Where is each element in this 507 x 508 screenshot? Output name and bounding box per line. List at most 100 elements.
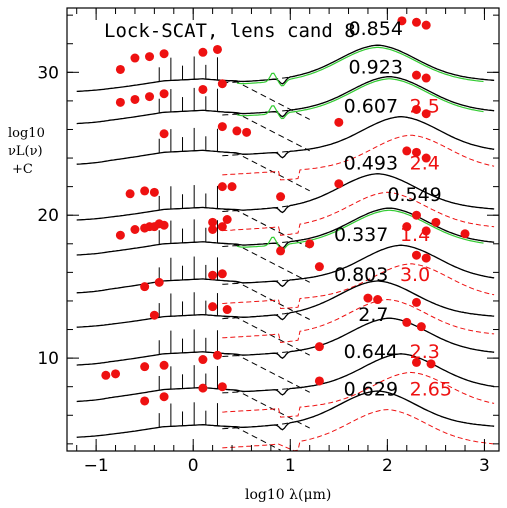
dust-component-line	[222, 173, 495, 212]
photometry-point	[421, 73, 431, 83]
photometry-point	[421, 253, 431, 263]
dust-component-line	[222, 390, 495, 430]
photometry-point	[421, 226, 431, 236]
total-model-line	[76, 115, 495, 165]
photometry-point	[198, 355, 208, 365]
photometry-point	[217, 382, 227, 392]
photometry-point	[208, 270, 218, 280]
chart-title: Lock-SCAT, lens cand 8	[104, 20, 356, 42]
photometry-point	[140, 282, 150, 292]
photometry-point	[115, 97, 125, 107]
redshift-label: 0.923	[349, 57, 403, 79]
alt-redshift-label: 3.0	[400, 264, 430, 286]
redshift-label: 0.607	[344, 95, 398, 117]
y-tick-label: 30	[37, 63, 59, 83]
y-axis-label-line3: +C	[12, 162, 33, 177]
redshift-label: 0.493	[344, 152, 398, 174]
photometry-point	[232, 126, 242, 136]
photometry-point	[217, 222, 227, 232]
photometry-point	[411, 147, 421, 157]
plot-frame	[66, 7, 500, 452]
redshift-label: 0.854	[349, 18, 403, 40]
photometry-point	[411, 70, 421, 80]
photometry-point	[431, 217, 441, 227]
stellar-component-line	[173, 149, 310, 192]
alt-redshift-label: 1.4	[400, 224, 430, 246]
alt-redshift-label: 2.4	[410, 152, 440, 174]
dust-component-line	[222, 317, 495, 357]
photometry-point	[222, 214, 232, 224]
photometry-point	[402, 146, 412, 156]
x-tick-label: 1	[285, 456, 296, 476]
photometry-point	[460, 229, 470, 239]
stellar-component-line	[173, 387, 310, 429]
photometry-point	[159, 220, 169, 230]
alt-redshift-label: 2.3	[410, 341, 440, 363]
sed-curves	[76, 44, 495, 452]
photometry-point	[130, 225, 140, 234]
y-axis-label-line2: νL(ν)	[8, 144, 43, 159]
stellar-component-line	[173, 241, 310, 283]
photometry-point	[217, 122, 227, 132]
photometry-point	[334, 179, 344, 189]
red-model-line	[222, 191, 495, 236]
photometry-point	[314, 342, 324, 352]
stellar-component-line	[173, 351, 310, 393]
alt-redshift-label: 2.65	[410, 378, 452, 400]
photometry-point	[227, 182, 237, 192]
red-model-line	[222, 134, 495, 181]
stellar-component-line	[173, 206, 310, 249]
x-axis-label: log10 λ(μm)	[245, 487, 331, 503]
red-model-line	[222, 409, 495, 452]
x-tick-label: 3	[479, 456, 490, 476]
photometry-point	[140, 362, 150, 372]
photometry-point	[140, 223, 150, 233]
redshift-label: 0.549	[387, 184, 441, 206]
photometry-point	[208, 217, 218, 227]
dust-component-line	[222, 280, 495, 320]
photometry-point	[208, 225, 218, 234]
photometry-points	[101, 16, 470, 406]
photometry-point	[212, 44, 222, 54]
red-model-line	[222, 263, 495, 310]
photometry-point	[421, 153, 431, 163]
redshift-label: 2.7	[358, 304, 388, 326]
photometry-point	[130, 94, 140, 104]
photometry-point	[159, 49, 169, 59]
dust-component-line	[222, 116, 495, 157]
photometry-point	[111, 369, 121, 379]
photometry-point	[217, 182, 227, 192]
photometry-point	[145, 52, 155, 62]
photometry-point	[314, 376, 324, 386]
photometry-point	[159, 392, 169, 402]
photometry-point	[402, 317, 412, 327]
photometry-point	[242, 127, 252, 137]
dust-component-line	[222, 353, 495, 394]
x-tick-label: −1	[84, 456, 109, 476]
photometry-point	[363, 293, 373, 303]
photometry-point	[411, 297, 421, 307]
photometry-point	[149, 187, 159, 197]
photometry-point	[411, 17, 421, 27]
photometry-point	[411, 210, 421, 220]
photometry-point	[402, 222, 412, 232]
photometry-point	[140, 396, 150, 406]
photometry-point	[154, 277, 164, 287]
photometry-point	[217, 79, 227, 89]
photometry-point	[305, 239, 315, 249]
red-model-line	[222, 371, 495, 418]
photometry-point	[276, 192, 286, 202]
total-model-line	[76, 353, 495, 403]
redshift-labels: 0.854 0.923 0.607 2.5 0.493 2.4 0.549 0.337 1.4 0…	[334, 18, 452, 400]
photometry-point	[411, 357, 421, 367]
photometry-point	[373, 295, 383, 305]
redshift-label: 0.803	[334, 264, 388, 286]
photometry-point	[411, 250, 421, 260]
photometry-point	[334, 117, 344, 127]
photometry-point	[159, 129, 169, 139]
photometry-point	[130, 53, 140, 63]
stellar-component-line	[173, 278, 310, 320]
redshift-label: 0.644	[344, 341, 398, 363]
photometry-point	[421, 20, 431, 30]
photometry-point	[426, 359, 436, 369]
